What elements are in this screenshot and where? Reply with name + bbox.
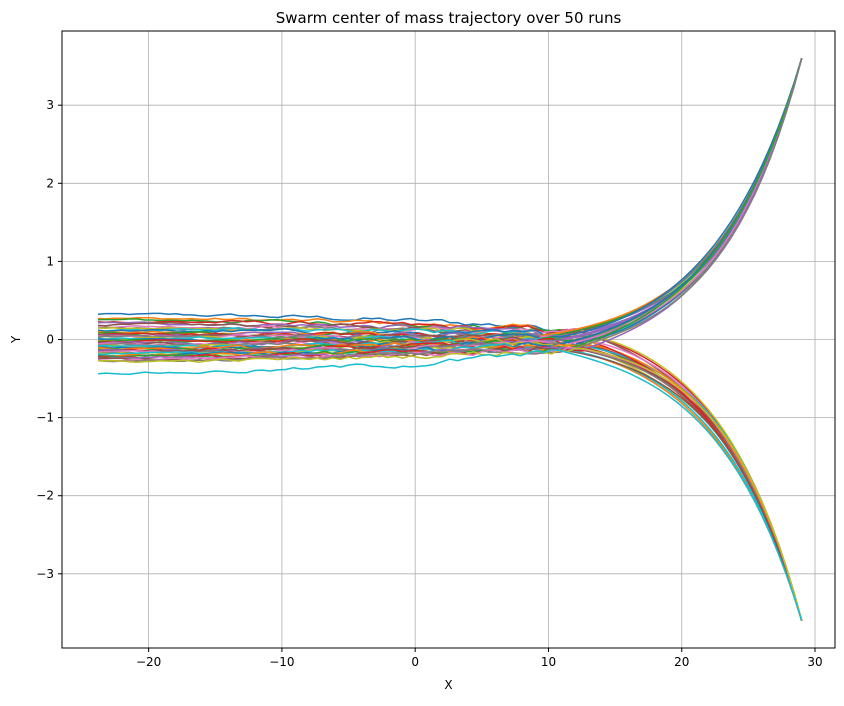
trajectory-line xyxy=(97,336,803,621)
trajectory-line xyxy=(97,341,803,621)
trajectory-line xyxy=(97,58,803,339)
trajectory-line xyxy=(97,343,803,621)
trajectory-line xyxy=(97,326,803,621)
x-tick-label: 30 xyxy=(807,655,822,669)
trajectory-line xyxy=(98,58,803,346)
y-tick-label: −3 xyxy=(36,567,54,581)
trajectory-line xyxy=(97,342,803,621)
y-tick-label: −1 xyxy=(36,411,54,425)
y-tick-label: 1 xyxy=(46,254,54,268)
trajectory-line xyxy=(97,58,803,340)
x-tick-label: −10 xyxy=(269,655,294,669)
trajectory-line xyxy=(97,58,803,355)
trajectory-line xyxy=(97,337,803,621)
trajectory-line xyxy=(97,346,803,621)
trajectory-line xyxy=(97,316,803,621)
trajectory-line xyxy=(97,343,803,621)
y-tick-label: 0 xyxy=(46,333,54,347)
trajectory-line xyxy=(97,333,803,621)
trajectory-line xyxy=(97,335,803,621)
y-axis-label: Y xyxy=(9,335,23,344)
trajectory-line xyxy=(97,58,803,343)
trajectory-line xyxy=(98,347,803,621)
x-tick-label: −20 xyxy=(136,655,161,669)
trajectory-line xyxy=(97,337,803,621)
trajectory-line xyxy=(97,58,803,343)
trajectory-line xyxy=(97,58,803,347)
grid xyxy=(62,31,835,648)
trajectory-line xyxy=(97,58,803,355)
trajectory-line xyxy=(97,58,803,342)
trajectory-line xyxy=(97,338,803,621)
trajectory-line xyxy=(97,58,803,332)
trajectory-line xyxy=(98,58,803,350)
trajectory-line xyxy=(98,347,803,621)
trajectory-line xyxy=(97,58,803,358)
trajectory-line xyxy=(97,58,803,358)
trajectory-line xyxy=(97,58,803,352)
trajectory-line xyxy=(97,58,803,348)
trajectory-line xyxy=(97,325,803,621)
trajectory-line xyxy=(97,337,803,621)
x-tick-label: 20 xyxy=(674,655,689,669)
trajectory-line xyxy=(97,58,803,341)
x-axis-label: X xyxy=(444,678,452,692)
trajectory-line xyxy=(97,58,803,347)
x-tick-label: 10 xyxy=(541,655,556,669)
trajectory-line xyxy=(97,348,803,621)
trajectory-line xyxy=(97,58,803,335)
trajectory-line xyxy=(97,58,803,359)
trajectory-line xyxy=(97,336,803,621)
trajectory-line xyxy=(97,58,803,338)
trajectory-line xyxy=(97,58,803,338)
series-lines xyxy=(97,58,803,621)
trajectory-line xyxy=(97,331,803,621)
trajectory-line xyxy=(97,58,803,339)
chart-title: Swarm center of mass trajectory over 50 … xyxy=(276,9,622,27)
x-tick-label: 0 xyxy=(411,655,419,669)
trajectory-line xyxy=(97,333,803,621)
trajectory-line xyxy=(98,343,803,621)
trajectory-line xyxy=(97,58,803,353)
y-tick-label: 3 xyxy=(46,98,54,112)
y-tick-label: 2 xyxy=(46,176,54,190)
trajectory-line xyxy=(97,319,803,621)
y-tick-label: −2 xyxy=(36,489,54,503)
trajectory-line xyxy=(97,58,803,341)
trajectory-line xyxy=(97,342,803,621)
